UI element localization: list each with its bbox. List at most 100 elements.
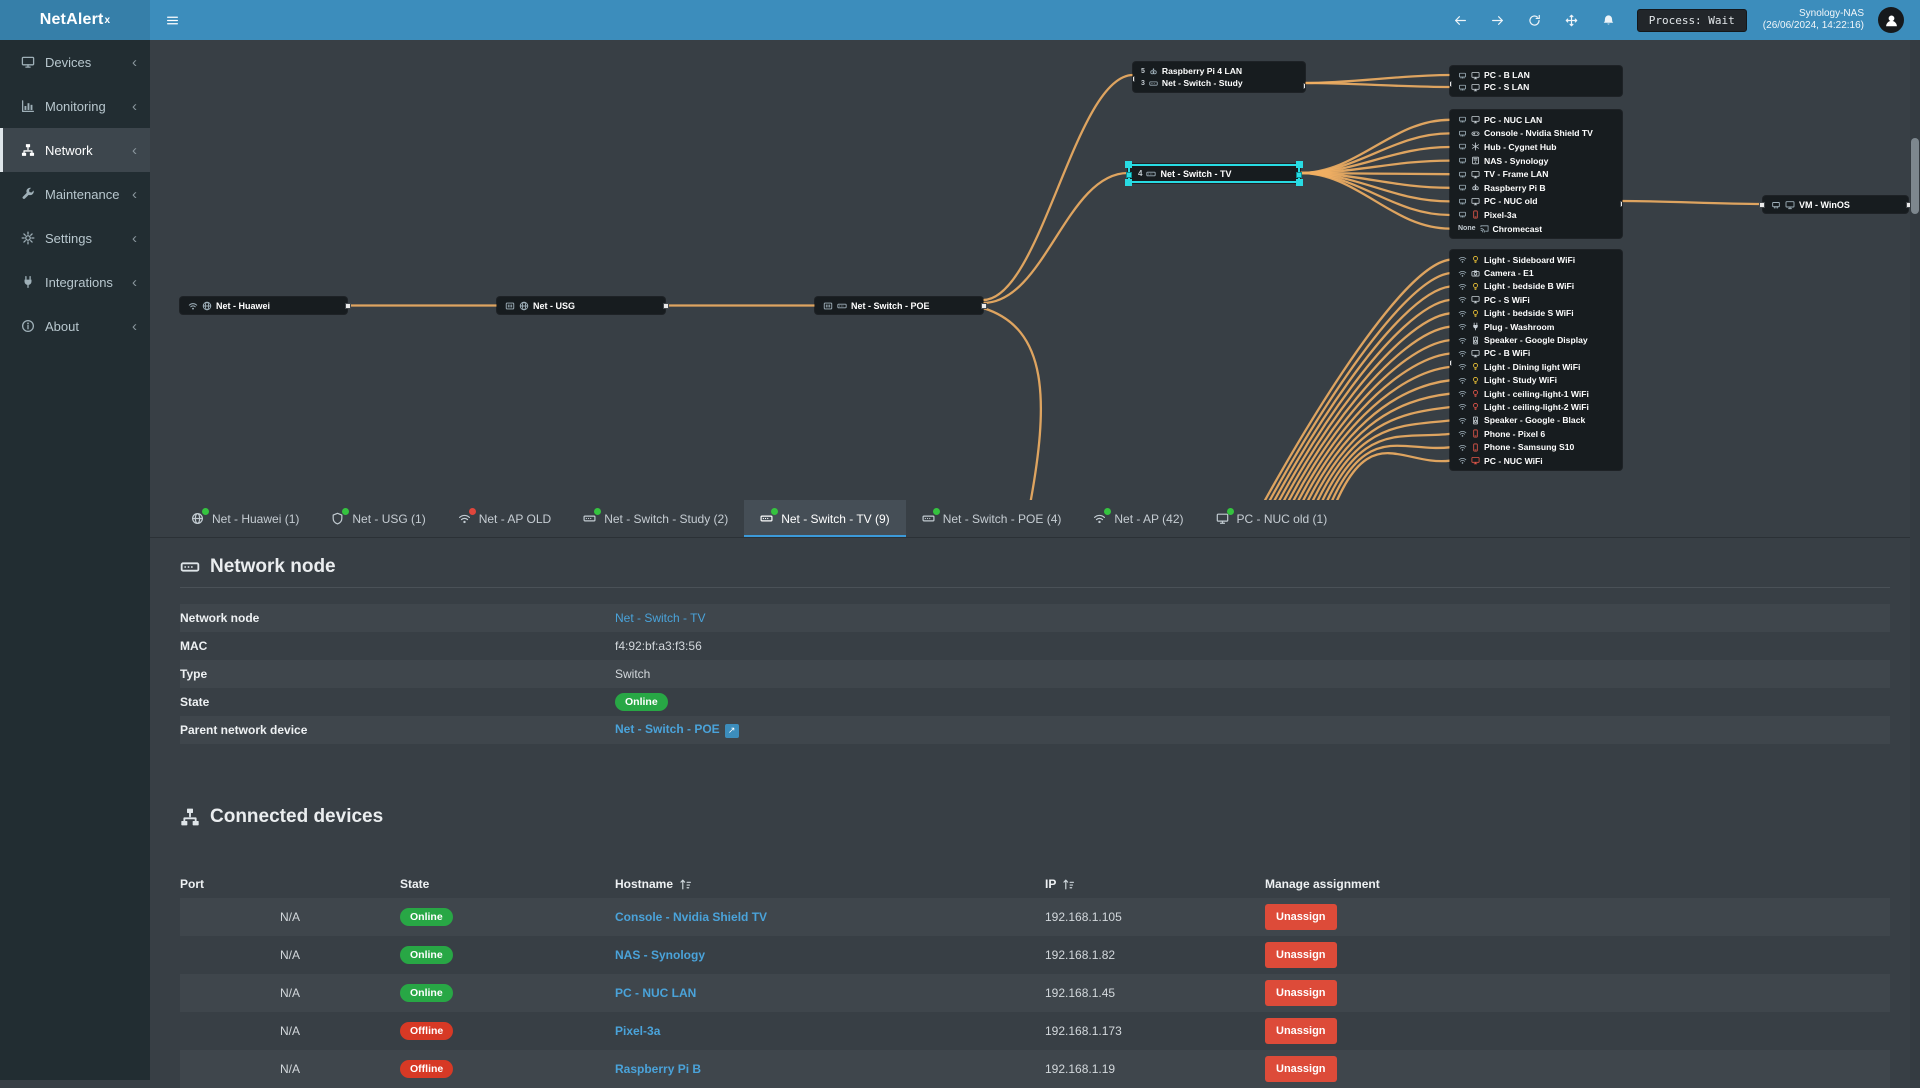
- device-row[interactable]: PC - NUC WiFi: [1458, 454, 1614, 467]
- device-row[interactable]: Light - Study WiFi: [1458, 374, 1614, 387]
- device-row[interactable]: Camera - E1: [1458, 266, 1614, 279]
- selection-handle: [1125, 161, 1132, 168]
- sidebar-item-about[interactable]: About‹: [0, 304, 150, 348]
- device-row[interactable]: Pixel-3a: [1458, 208, 1614, 222]
- user-avatar[interactable]: [1878, 7, 1904, 33]
- external-link-icon[interactable]: ↗: [725, 724, 739, 738]
- menu-toggle-button[interactable]: [150, 0, 195, 40]
- tab-net-switch-study-2-[interactable]: Net - Switch - Study (2): [567, 500, 744, 537]
- hostname-link[interactable]: Console - Nvidia Shield TV: [615, 910, 767, 924]
- device-row[interactable]: Light - Dining light WiFi: [1458, 360, 1614, 373]
- device-row[interactable]: Hub - Cygnet Hub: [1458, 140, 1614, 154]
- scrollbar-thumb[interactable]: [1911, 138, 1919, 214]
- display-icon: [1785, 200, 1795, 210]
- unassign-button[interactable]: Unassign: [1265, 904, 1337, 930]
- kv-label: Type: [180, 667, 615, 681]
- device-row[interactable]: Phone - Pixel 6: [1458, 427, 1614, 440]
- unassign-button[interactable]: Unassign: [1265, 942, 1337, 968]
- device-row[interactable]: Light - ceiling-light-2 WiFi: [1458, 400, 1614, 413]
- hostname-link[interactable]: NAS - Synology: [615, 948, 705, 962]
- diagram-node-vm-winos[interactable]: VM - WinOS: [1763, 196, 1908, 213]
- tab-pc-nuc-old-1-[interactable]: PC - NUC old (1): [1200, 500, 1344, 537]
- device-row[interactable]: Light - ceiling-light-1 WiFi: [1458, 387, 1614, 400]
- sidebar-item-maintenance[interactable]: Maintenance‹: [0, 172, 150, 216]
- process-status-pill[interactable]: Process: Wait: [1637, 9, 1747, 32]
- node-link[interactable]: Net - Switch - POE: [615, 722, 720, 736]
- move-icon[interactable]: [1565, 14, 1578, 27]
- refresh-icon[interactable]: [1528, 14, 1541, 27]
- sort-icon[interactable]: [679, 878, 692, 891]
- diagram-node-net-huawei[interactable]: Net - Huawei: [180, 297, 347, 314]
- connected-devices-title-text: Connected devices: [210, 806, 383, 828]
- sort-icon[interactable]: [1062, 878, 1075, 891]
- forward-icon[interactable]: [1491, 14, 1504, 27]
- back-icon[interactable]: [1454, 14, 1467, 27]
- hostname-link[interactable]: PC - NUC LAN: [615, 986, 696, 1000]
- device-row[interactable]: PC - NUC old: [1458, 195, 1614, 209]
- device-row[interactable]: Plug - Washroom: [1458, 320, 1614, 333]
- device-row[interactable]: Raspberry Pi B: [1458, 181, 1614, 195]
- hostname-link[interactable]: Raspberry Pi B: [615, 1062, 701, 1076]
- tab-net-switch-tv-9-[interactable]: Net - Switch - TV (9): [744, 500, 905, 537]
- tab-net-huawei-1-[interactable]: Net - Huawei (1): [175, 500, 315, 537]
- device-row[interactable]: PC - B LAN: [1458, 69, 1614, 81]
- tab-net-usg-1-[interactable]: Net - USG (1): [315, 500, 441, 537]
- eth-icon: [1458, 142, 1467, 151]
- device-row[interactable]: Light - bedside B WiFi: [1458, 280, 1614, 293]
- sidebar-item-devices[interactable]: Devices‹: [0, 40, 150, 84]
- sidebar-item-integrations[interactable]: Integrations‹: [0, 260, 150, 304]
- sidebar-item-label: Monitoring: [45, 99, 106, 114]
- sidebar-item-monitoring[interactable]: Monitoring‹: [0, 84, 150, 128]
- diagram-node-net-usg[interactable]: Net - USG: [497, 297, 665, 314]
- diagram-node-net-switch-poe[interactable]: Net - Switch - POE: [815, 297, 983, 314]
- tab-net-switch-poe-4-[interactable]: Net - Switch - POE (4): [906, 500, 1078, 537]
- state-badge: Online: [400, 984, 453, 1002]
- device-row[interactable]: Speaker - Google - Black: [1458, 414, 1614, 427]
- page-scrollbar[interactable]: [1910, 40, 1920, 1080]
- eth-icon: [1458, 71, 1467, 80]
- sidebar-item-settings[interactable]: Settings‹: [0, 216, 150, 260]
- device-row[interactable]: Speaker - Google Display: [1458, 333, 1614, 346]
- chevron-left-icon: ‹: [132, 319, 137, 334]
- device-row[interactable]: PC - S WiFi: [1458, 293, 1614, 306]
- wifi-icon: [1458, 362, 1467, 371]
- switch-icon: [180, 557, 200, 577]
- unassign-button[interactable]: Unassign: [1265, 1018, 1337, 1044]
- tab-net-ap-old[interactable]: Net - AP OLD: [442, 500, 567, 537]
- device-label: Plug - Washroom: [1484, 322, 1554, 332]
- main-content: Net - Huawei Net - USG Net - Switch - POE 4…: [150, 40, 1920, 1080]
- cell-ip: 192.168.1.45: [1045, 986, 1265, 1000]
- tab-net-ap-42-[interactable]: Net - AP (42): [1077, 500, 1199, 537]
- unassign-button[interactable]: Unassign: [1265, 980, 1337, 1006]
- device-row[interactable]: Console - Nvidia Shield TV: [1458, 127, 1614, 141]
- device-row[interactable]: TV - Frame LAN: [1458, 167, 1614, 181]
- status-dot: [469, 508, 476, 515]
- device-row[interactable]: Light - bedside S WiFi: [1458, 307, 1614, 320]
- app-title: NetAlert: [40, 11, 104, 29]
- device-row[interactable]: PC - B WiFi: [1458, 347, 1614, 360]
- node-link[interactable]: Net - Switch - TV: [615, 611, 705, 625]
- device-row[interactable]: Phone - Samsung S10: [1458, 440, 1614, 453]
- hostname-link[interactable]: Pixel-3a: [615, 1024, 660, 1038]
- node-label: Net - Huawei: [216, 301, 270, 311]
- device-row[interactable]: Light - Sideboard WiFi: [1458, 253, 1614, 266]
- device-row[interactable]: PC - NUC LAN: [1458, 113, 1614, 127]
- device-row[interactable]: PC - S LAN: [1458, 81, 1614, 93]
- tab-icon-wrap: [191, 512, 204, 525]
- bell-icon[interactable]: [1602, 14, 1615, 27]
- unassign-button[interactable]: Unassign: [1265, 1056, 1337, 1082]
- cell-hostname: NAS - Synology: [615, 948, 1045, 962]
- device-row[interactable]: NAS - Synology: [1458, 154, 1614, 168]
- topology-edge: [983, 75, 1133, 300]
- sidebar-item-network[interactable]: Network‹: [0, 128, 150, 172]
